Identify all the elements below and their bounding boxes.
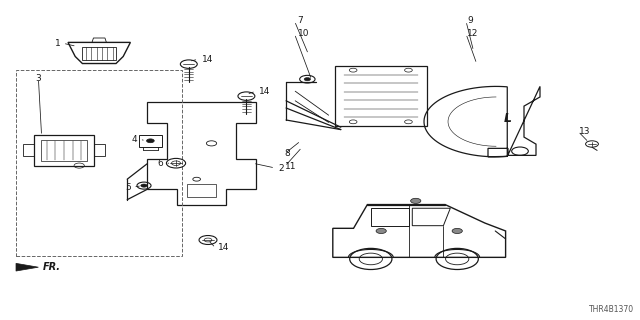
Text: 14: 14 xyxy=(218,244,229,252)
Text: 14: 14 xyxy=(202,55,213,64)
Text: 14: 14 xyxy=(259,87,271,96)
Text: 8: 8 xyxy=(285,149,291,158)
Text: 1: 1 xyxy=(55,39,61,48)
Circle shape xyxy=(147,139,154,143)
Text: 2: 2 xyxy=(278,164,284,172)
Circle shape xyxy=(304,78,310,81)
Text: 11: 11 xyxy=(285,162,296,171)
Text: 3: 3 xyxy=(35,74,41,83)
Text: 13: 13 xyxy=(579,127,591,136)
Text: 6: 6 xyxy=(157,159,163,168)
Circle shape xyxy=(376,228,387,234)
Text: 12: 12 xyxy=(467,29,479,38)
Polygon shape xyxy=(16,263,38,271)
Text: THR4B1370: THR4B1370 xyxy=(588,305,634,314)
Text: 5: 5 xyxy=(125,183,131,192)
Circle shape xyxy=(411,198,421,204)
Text: 10: 10 xyxy=(298,29,309,38)
Text: FR.: FR. xyxy=(43,262,61,272)
Circle shape xyxy=(141,184,147,187)
Text: 7: 7 xyxy=(298,16,303,25)
Text: L: L xyxy=(504,112,512,124)
Text: 4: 4 xyxy=(132,135,138,144)
Text: 9: 9 xyxy=(467,16,473,25)
Circle shape xyxy=(452,228,462,234)
